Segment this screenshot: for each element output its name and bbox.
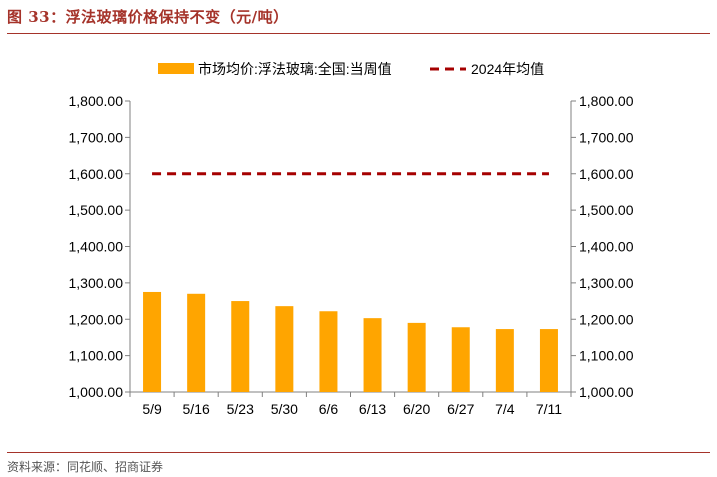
bar-6-13 xyxy=(363,318,382,392)
bar-7-4 xyxy=(495,329,514,392)
left-tick-label: 1,400.00 xyxy=(69,239,124,255)
right-tick-label: 1,400.00 xyxy=(579,239,634,255)
legend-bar-swatch xyxy=(158,63,194,74)
x-tick-label: 5/16 xyxy=(183,401,210,417)
bar-6-6 xyxy=(319,311,338,392)
right-tick-label: 1,200.00 xyxy=(579,311,634,327)
x-tick-label: 5/9 xyxy=(142,401,162,417)
source-note: 资料来源：同花顺、招商证券 xyxy=(7,460,164,474)
right-tick-label: 1,000.00 xyxy=(579,384,634,400)
x-tick-label: 5/23 xyxy=(227,401,254,417)
right-y-axis: 1,000.00 1,100.00 1,200.00 1,300.00 1,400.00… xyxy=(570,93,634,400)
left-tick-label: 1,800.00 xyxy=(69,93,124,109)
left-tick-label: 1,600.00 xyxy=(69,166,124,182)
left-tick-label: 1,000.00 xyxy=(69,384,124,400)
left-tick-label: 1,700.00 xyxy=(69,129,124,145)
right-tick-label: 1,700.00 xyxy=(579,129,634,145)
x-axis: 5/9 5/16 5/23 5/30 6/6 6/13 6/20 6/27 7/4 7/11 xyxy=(129,391,572,417)
bar-series xyxy=(143,291,558,392)
right-tick-label: 1,300.00 xyxy=(579,275,634,291)
x-tick-label: 6/27 xyxy=(447,401,474,417)
left-tick-label: 1,300.00 xyxy=(69,275,124,291)
bar-5-9 xyxy=(143,291,162,392)
left-tick-label: 1,100.00 xyxy=(69,348,124,364)
left-tick-label: 1,500.00 xyxy=(69,202,124,218)
title-rule xyxy=(7,33,710,34)
right-tick-label: 1,500.00 xyxy=(579,202,634,218)
legend-line-label: 2024年均值 xyxy=(471,61,544,77)
bar-7-11 xyxy=(539,329,558,392)
x-tick-label: 7/11 xyxy=(536,401,562,417)
figure-title: 图 33：浮法玻璃价格保持不变（元/吨） xyxy=(7,8,289,26)
x-tick-label: 6/20 xyxy=(403,401,430,417)
x-tick-label: 6/13 xyxy=(359,401,386,417)
bar-5-30 xyxy=(275,306,294,392)
right-tick-label: 1,800.00 xyxy=(579,93,634,109)
left-tick-label: 1,200.00 xyxy=(69,311,124,327)
right-tick-label: 1,100.00 xyxy=(579,348,634,364)
bar-chart: 市场均价:浮法玻璃:全国:当周值 2024年均值 1,000.00 1,100.0… xyxy=(69,61,634,417)
right-tick-label: 1,600.00 xyxy=(579,166,634,182)
left-y-axis: 1,000.00 1,100.00 1,200.00 1,300.00 1,400.00… xyxy=(69,93,131,400)
footer-rule xyxy=(7,452,710,453)
bar-6-20 xyxy=(407,322,426,392)
x-tick-label: 6/6 xyxy=(319,401,339,417)
x-tick-label: 7/4 xyxy=(495,401,515,417)
bar-5-16 xyxy=(187,293,206,392)
legend: 市场均价:浮法玻璃:全国:当周值 2024年均值 xyxy=(158,61,544,77)
legend-bar-label: 市场均价:浮法玻璃:全国:当周值 xyxy=(198,61,392,77)
x-tick-label: 5/30 xyxy=(271,401,298,417)
bar-6-27 xyxy=(451,327,470,392)
bar-5-23 xyxy=(231,301,250,392)
